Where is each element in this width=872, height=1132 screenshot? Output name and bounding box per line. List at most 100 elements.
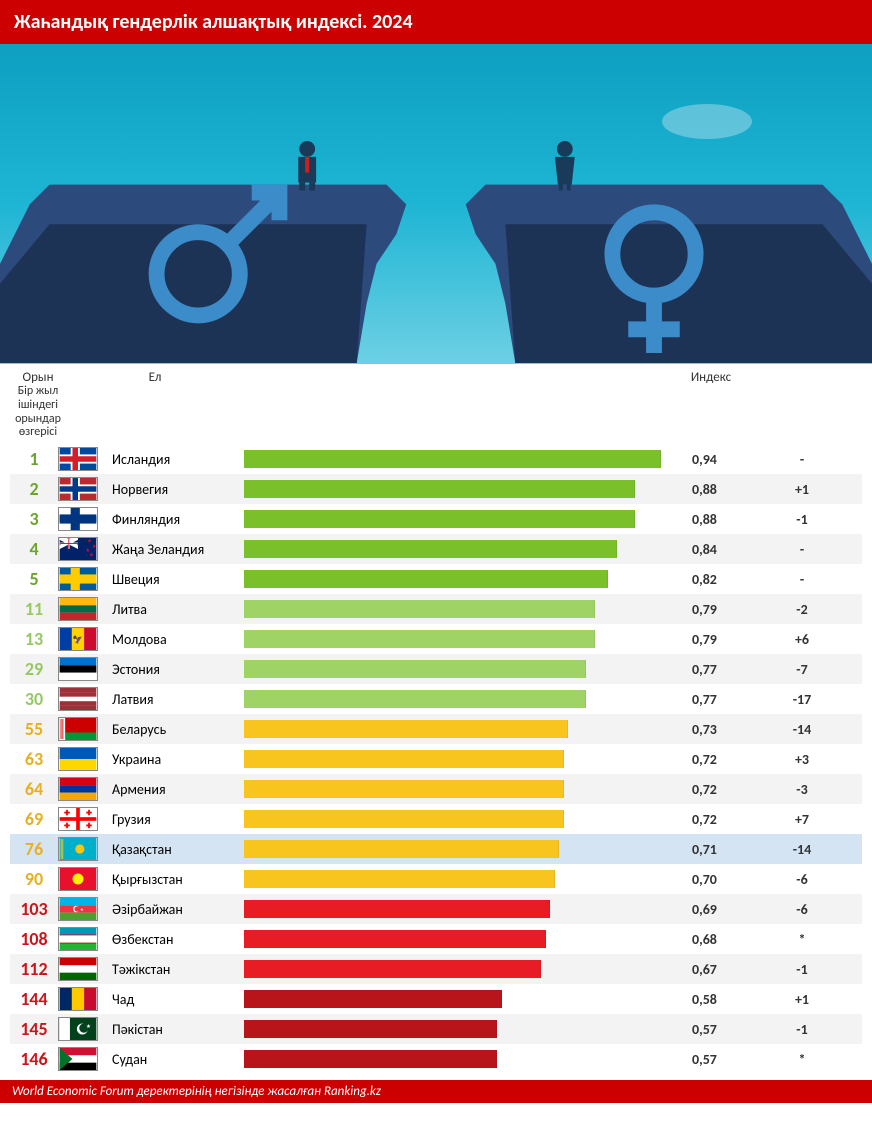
country-name: Өзбекстан: [104, 931, 244, 948]
country-flag: [58, 747, 104, 771]
table-row: 55Беларусь0,73-14: [10, 714, 862, 744]
rank-change: -1: [742, 511, 862, 528]
index-value: 0,82: [688, 571, 742, 588]
index-bar: [244, 509, 688, 529]
rank-value: 2: [10, 478, 58, 500]
index-value: 0,84: [688, 541, 742, 558]
flag-icon: [58, 687, 98, 711]
country-name: Исландия: [104, 451, 244, 468]
table-row: 64Армения0,72-3: [10, 774, 862, 804]
index-bar: [244, 449, 688, 469]
index-bar: [244, 719, 688, 739]
country-flag: [58, 567, 104, 591]
index-bar: [244, 749, 688, 769]
flag-icon: [58, 717, 98, 741]
rank-change: +1: [742, 481, 862, 498]
rank-value: 13: [10, 628, 58, 650]
table-row: 2Норвегия0,88+1: [10, 474, 862, 504]
country-name: Пәкістан: [104, 1021, 244, 1038]
rank-change: *: [742, 931, 862, 948]
footer-source: World Economic Forum деректерінің негізі…: [0, 1080, 872, 1103]
rank-change: -17: [742, 691, 862, 708]
index-value: 0,72: [688, 811, 742, 828]
rank-value: 3: [10, 508, 58, 530]
index-bar: [244, 629, 688, 649]
table-row: 146Судан0,57*: [10, 1044, 862, 1074]
index-bar: [244, 779, 688, 799]
country-flag: [58, 597, 104, 621]
rank-change: -6: [742, 871, 862, 888]
country-name: Эстония: [104, 661, 244, 678]
flag-icon: [58, 807, 98, 831]
cliff-gap-illustration: [0, 134, 872, 364]
index-bar: [244, 659, 688, 679]
rank-change: +3: [742, 751, 862, 768]
country-flag: [58, 507, 104, 531]
rank-value: 29: [10, 658, 58, 680]
flag-icon: [58, 777, 98, 801]
index-bar: [244, 569, 688, 589]
table-row: 3Финляндия0,88-1: [10, 504, 862, 534]
table-row: 4★★★★Жаңа Зеландия0,84-: [10, 534, 862, 564]
rank-change: -14: [742, 721, 862, 738]
index-bar: [244, 869, 688, 889]
flag-icon: [58, 837, 98, 861]
svg-text:★: ★: [89, 552, 94, 559]
index-value: 0,68: [688, 931, 742, 948]
col-index: Индекс: [684, 370, 738, 385]
index-value: 0,70: [688, 871, 742, 888]
table-row: 76Қазақстан0,71-14: [10, 834, 862, 864]
index-bar: [244, 689, 688, 709]
svg-text:★: ★: [92, 543, 97, 550]
page-title: Жаһандық гендерлік алшақтық индексі. 202…: [0, 0, 872, 44]
country-name: Литва: [104, 601, 244, 618]
flag-icon: [58, 927, 98, 951]
rank-value: 64: [10, 778, 58, 800]
country-flag: [58, 837, 104, 861]
rank-change: -7: [742, 661, 862, 678]
country-flag: ★: [58, 897, 104, 921]
rank-value: 30: [10, 688, 58, 710]
country-name: Финляндия: [104, 511, 244, 528]
country-name: Судан: [104, 1051, 244, 1068]
flag-icon: [58, 567, 98, 591]
rank-change: -1: [742, 961, 862, 978]
flag-icon: [58, 657, 98, 681]
country-name: Чад: [104, 991, 244, 1008]
flag-icon: [58, 747, 98, 771]
flag-icon: ★★★★: [58, 537, 98, 561]
country-flag: [58, 957, 104, 981]
rank-value: 103: [10, 898, 58, 920]
flag-icon: [58, 597, 98, 621]
table-row: 11Литва0,79-2: [10, 594, 862, 624]
table-row: 108Өзбекстан0,68*: [10, 924, 862, 954]
index-bar: [244, 599, 688, 619]
table-row: 29Эстония0,77-7: [10, 654, 862, 684]
col-rank: Орын: [14, 370, 62, 385]
index-value: 0,71: [688, 841, 742, 858]
country-flag: [58, 657, 104, 681]
index-value: 0,73: [688, 721, 742, 738]
rank-value: 63: [10, 748, 58, 770]
country-name: Әзірбайжан: [104, 901, 244, 918]
rank-value: 90: [10, 868, 58, 890]
table-row: 13🦅Молдова0,79+6: [10, 624, 862, 654]
flag-icon: [58, 957, 98, 981]
index-bar: [244, 989, 688, 1009]
rank-value: 146: [10, 1048, 58, 1070]
country-flag: [58, 807, 104, 831]
index-bar: [244, 479, 688, 499]
country-flag: [58, 1047, 104, 1071]
female-cliff-icon: [436, 134, 872, 364]
rank-change: *: [742, 1051, 862, 1068]
rank-value: 5: [10, 568, 58, 590]
index-bar: [244, 959, 688, 979]
svg-text:🦅: 🦅: [73, 635, 83, 646]
country-name: Армения: [104, 781, 244, 798]
rank-value: 55: [10, 718, 58, 740]
table-row: 103★Әзірбайжан0,69-6: [10, 894, 862, 924]
country-name: Норвегия: [104, 481, 244, 498]
col-change: Бір жыл ішіндегі орындар өзгерісі: [14, 385, 62, 440]
table-row: 145★Пәкістан0,57-1: [10, 1014, 862, 1044]
rank-change: -: [742, 451, 862, 468]
